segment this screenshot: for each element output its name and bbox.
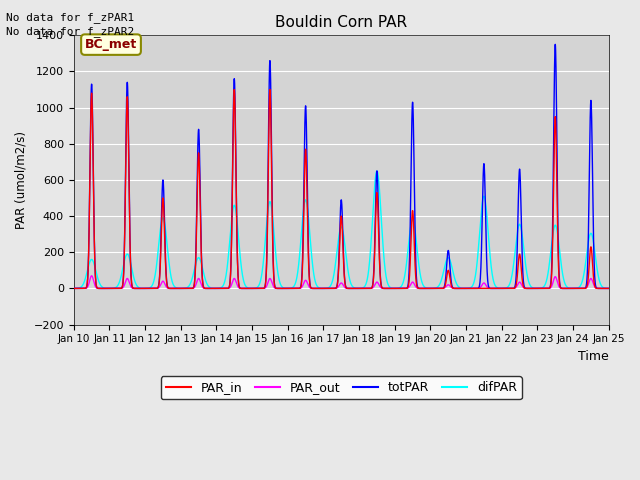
X-axis label: Time: Time [578, 350, 609, 363]
Y-axis label: PAR (umol/m2/s): PAR (umol/m2/s) [15, 131, 28, 229]
Text: BC_met: BC_met [85, 38, 137, 51]
Title: Bouldin Corn PAR: Bouldin Corn PAR [275, 15, 407, 30]
Legend: PAR_in, PAR_out, totPAR, difPAR: PAR_in, PAR_out, totPAR, difPAR [161, 376, 522, 399]
Text: No data for f_zPAR2: No data for f_zPAR2 [6, 26, 134, 37]
Text: No data for f_zPAR1: No data for f_zPAR1 [6, 12, 134, 23]
